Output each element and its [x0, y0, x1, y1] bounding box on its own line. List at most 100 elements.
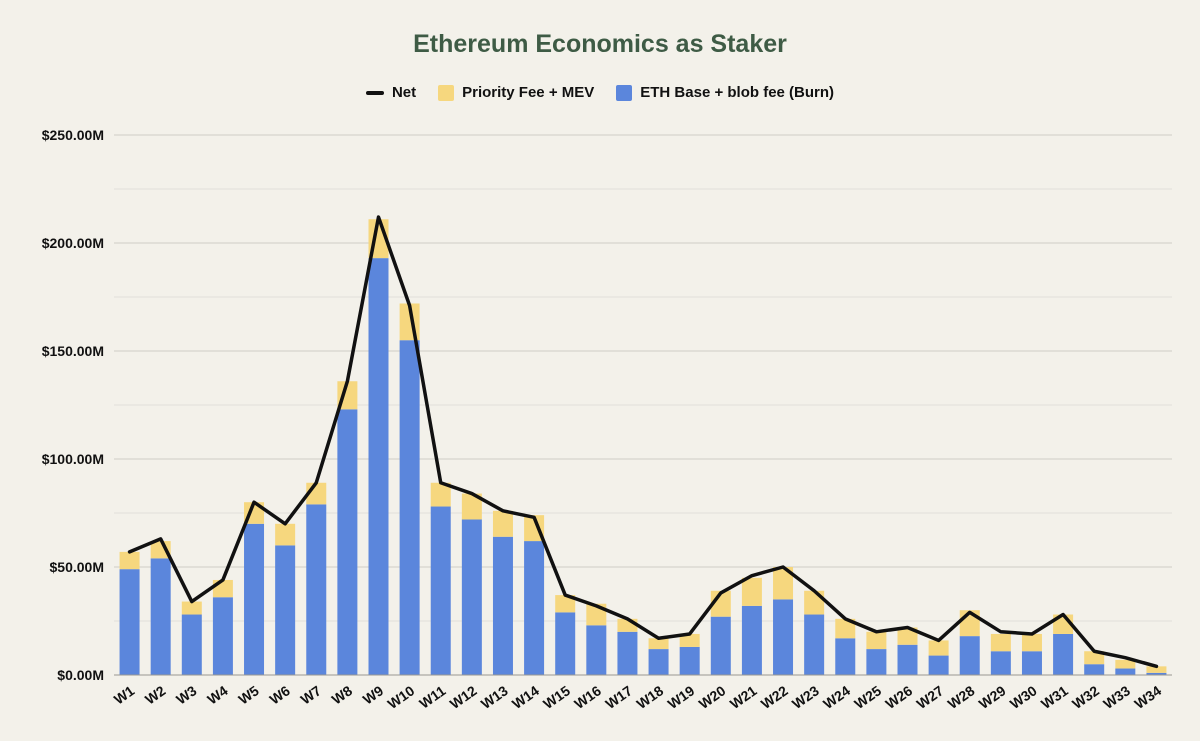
bar-eth-base — [897, 644, 918, 675]
bar-priority-fee — [555, 595, 576, 613]
x-tick-label: W19 — [665, 682, 698, 712]
x-tick-label: W16 — [571, 682, 604, 712]
x-tick-label: W20 — [696, 682, 729, 712]
x-tick-label: W10 — [385, 682, 418, 712]
legend-item-eth-base: ETH Base + blob fee (Burn) — [616, 84, 834, 101]
x-tick-label: W27 — [914, 682, 947, 712]
bar-eth-base — [461, 519, 482, 675]
y-tick-label: $250.00M — [42, 127, 104, 143]
bar-eth-base — [710, 616, 731, 675]
bar-priority-fee — [461, 493, 482, 520]
x-tick-label: W3 — [173, 682, 200, 707]
bar-eth-base — [337, 409, 358, 675]
bar-eth-base — [741, 605, 762, 675]
bar-eth-base — [648, 649, 669, 675]
bar-priority-fee — [741, 577, 762, 606]
bar-priority-fee — [524, 515, 545, 542]
x-tick-label: W2 — [142, 682, 169, 707]
bar-eth-base — [275, 545, 296, 675]
bar-eth-base — [1053, 633, 1074, 675]
bar-priority-fee — [212, 579, 233, 598]
x-tick-label: W13 — [478, 682, 511, 712]
bar-eth-base — [368, 258, 389, 675]
bar-priority-fee — [1146, 666, 1167, 673]
bar-priority-fee — [119, 551, 140, 570]
bar-eth-base — [835, 638, 856, 675]
legend-label-priority-fee: Priority Fee + MEV — [462, 84, 595, 101]
bar-eth-base — [866, 649, 887, 675]
x-tick-label: W6 — [266, 682, 293, 707]
x-tick-label: W1 — [111, 682, 138, 707]
bar-eth-base — [244, 523, 265, 675]
line-net — [127, 215, 1159, 669]
bar-eth-base — [524, 541, 545, 675]
bar-eth-base — [617, 631, 638, 675]
bar-eth-base — [306, 504, 327, 675]
x-tick-label: W9 — [360, 682, 387, 707]
x-tick-label: W22 — [758, 682, 791, 712]
bar-priority-fee — [866, 631, 887, 650]
bar-eth-base — [1115, 668, 1136, 675]
bar-eth-base — [212, 597, 233, 675]
x-tick-label: W12 — [447, 682, 480, 712]
bar-priority-fee — [430, 482, 451, 507]
x-tick-label: W4 — [204, 682, 231, 707]
x-tick-label: W21 — [727, 682, 760, 712]
x-tick-label: W31 — [1038, 682, 1071, 712]
bar-eth-base — [679, 646, 700, 675]
bar-eth-base — [1146, 672, 1167, 675]
x-tick-label: W17 — [602, 682, 635, 712]
y-tick-label: $150.00M — [42, 343, 104, 359]
x-tick-label: W28 — [945, 682, 978, 712]
bar-eth-base — [773, 599, 794, 675]
legend-item-net: Net — [365, 84, 417, 101]
x-tick-label: W24 — [820, 682, 853, 712]
x-tick-label: W8 — [329, 682, 356, 707]
y-tick-label: $100.00M — [42, 451, 104, 467]
x-tick-label: W34 — [1131, 682, 1164, 712]
bar-priority-fee — [990, 633, 1011, 652]
bar-eth-base — [804, 614, 825, 675]
bar-eth-base — [181, 614, 202, 675]
x-tick-label: W11 — [416, 682, 448, 711]
bar-priority-fee — [835, 618, 856, 639]
bar-priority-fee — [648, 638, 669, 650]
x-tick-label: W15 — [540, 682, 573, 712]
x-tick-label: W18 — [634, 682, 667, 712]
bar-priority-fee — [773, 567, 794, 600]
bar-eth-base — [990, 651, 1011, 675]
x-tick-label: W14 — [509, 682, 542, 712]
bar-priority-fee — [804, 590, 825, 615]
x-tick-label: W7 — [298, 682, 325, 707]
bar-eth-base — [150, 558, 171, 675]
bar-priority-fee — [1115, 659, 1136, 669]
bar-eth-base — [119, 569, 140, 675]
x-tick-label: W29 — [976, 682, 1009, 712]
bar-eth-base — [399, 340, 420, 675]
x-tick-label: W5 — [235, 682, 262, 707]
chart-title: Ethereum Economics as Staker — [413, 30, 787, 58]
legend-label-net: Net — [391, 84, 417, 101]
bar-priority-fee — [897, 627, 918, 645]
x-tick-label: W25 — [851, 682, 884, 712]
bar-eth-base — [1084, 664, 1105, 675]
bar-priority-fee — [1021, 633, 1042, 652]
bar-eth-base — [959, 636, 980, 675]
y-tick-label: $50.00M — [50, 559, 104, 575]
x-tick-label: W32 — [1069, 682, 1102, 712]
legend-swatch-net — [365, 90, 384, 95]
bar-eth-base — [492, 536, 513, 675]
x-tick-label: W33 — [1100, 682, 1133, 712]
bar-eth-base — [928, 655, 949, 675]
x-tick-label: W30 — [1007, 682, 1040, 712]
bar-priority-fee — [679, 633, 700, 647]
legend-label-eth-base: ETH Base + blob fee (Burn) — [640, 84, 835, 101]
bar-priority-fee — [275, 523, 296, 546]
y-tick-label: $200.00M — [42, 235, 104, 251]
x-tick-label: W26 — [882, 682, 915, 712]
legend-swatch-eth-base — [616, 84, 633, 101]
bar-eth-base — [586, 625, 607, 675]
bar-priority-fee — [928, 640, 949, 656]
